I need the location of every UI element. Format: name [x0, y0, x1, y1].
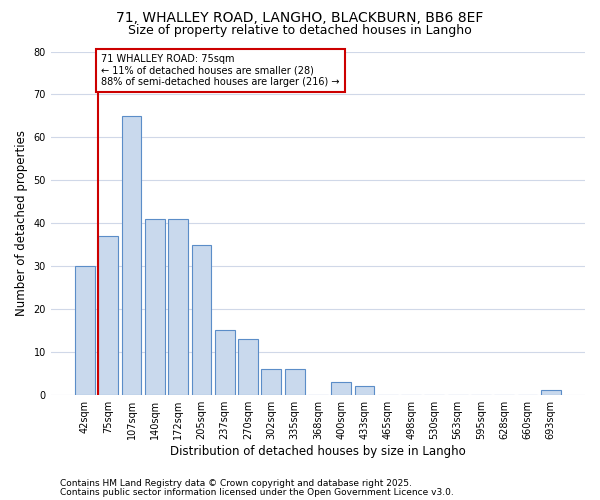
Text: 71, WHALLEY ROAD, LANGHO, BLACKBURN, BB6 8EF: 71, WHALLEY ROAD, LANGHO, BLACKBURN, BB6… [116, 11, 484, 25]
Bar [541, 390, 561, 394]
Bar [98, 236, 118, 394]
Bar [168, 219, 188, 394]
Bar [145, 219, 165, 394]
Bar [215, 330, 235, 394]
Bar [331, 382, 351, 394]
Bar [285, 369, 305, 394]
Text: Contains HM Land Registry data © Crown copyright and database right 2025.: Contains HM Land Registry data © Crown c… [60, 479, 412, 488]
Y-axis label: Number of detached properties: Number of detached properties [15, 130, 28, 316]
Bar [355, 386, 374, 394]
Text: Size of property relative to detached houses in Langho: Size of property relative to detached ho… [128, 24, 472, 37]
Bar [191, 244, 211, 394]
Bar [238, 339, 258, 394]
Bar [122, 116, 142, 394]
Bar [75, 266, 95, 394]
X-axis label: Distribution of detached houses by size in Langho: Distribution of detached houses by size … [170, 444, 466, 458]
Bar [262, 369, 281, 394]
Text: 71 WHALLEY ROAD: 75sqm
← 11% of detached houses are smaller (28)
88% of semi-det: 71 WHALLEY ROAD: 75sqm ← 11% of detached… [101, 54, 340, 87]
Text: Contains public sector information licensed under the Open Government Licence v3: Contains public sector information licen… [60, 488, 454, 497]
